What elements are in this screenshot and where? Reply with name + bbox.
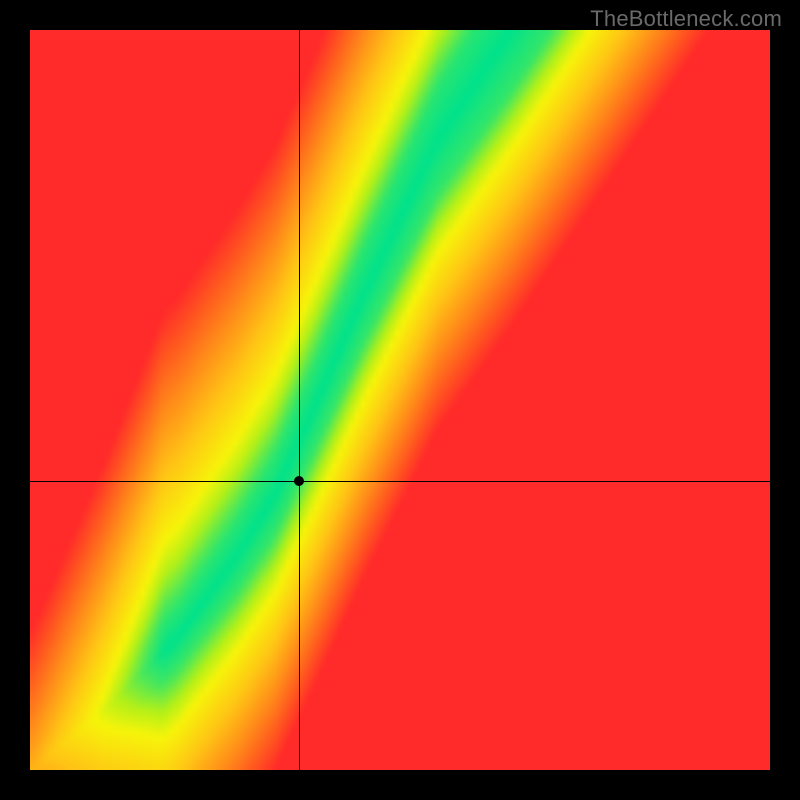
crosshair-horizontal [30, 481, 770, 482]
heatmap-plot-area [30, 30, 770, 770]
data-point-marker [294, 476, 304, 486]
crosshair-vertical [299, 30, 300, 770]
heatmap-canvas [30, 30, 770, 770]
watermark-text: TheBottleneck.com [590, 6, 782, 32]
